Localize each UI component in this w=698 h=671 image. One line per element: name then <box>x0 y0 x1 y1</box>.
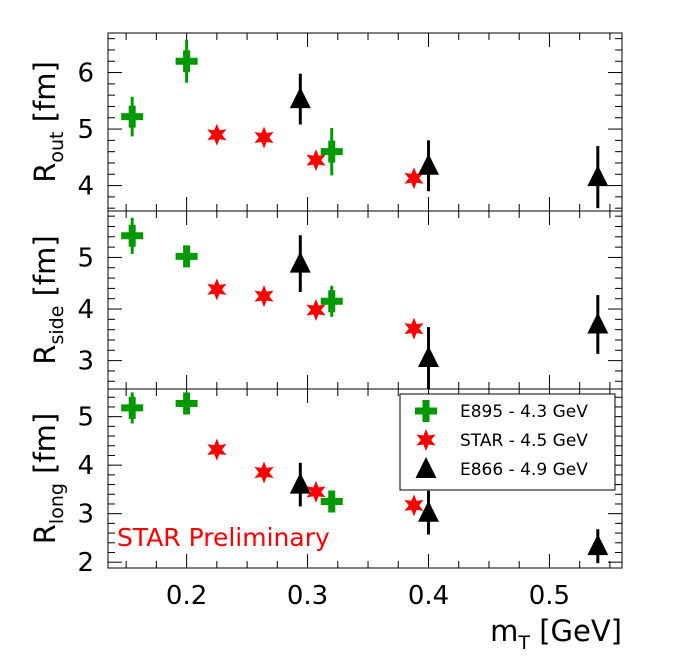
data-point-star <box>404 317 424 340</box>
legend-label: E895 - 4.3 GeV <box>460 402 588 422</box>
data-point-star <box>404 167 424 190</box>
x-axis: 0.2 0.3 0.4 0.5mT [GeV] <box>166 581 622 654</box>
data-point-cross <box>320 140 343 163</box>
x-tick-label: 0.4 <box>408 581 449 611</box>
y-tick-label: 3 <box>77 347 94 377</box>
data-point-triangle <box>587 312 609 334</box>
panel-side: 3 4 5 Rside [fm] <box>28 210 623 390</box>
panel-long: 2 3 4 5 Rlong [fm] <box>28 388 623 578</box>
x-axis-label: mT [GeV] <box>490 614 622 654</box>
data-point-triangle <box>289 251 311 273</box>
x-tick-label: 0.2 <box>166 581 207 611</box>
y-tick-label: 4 <box>77 172 94 202</box>
legend-marker-triangle <box>415 457 437 478</box>
panels-group: 4 5 6 Rout [fm] 3 4 5 Rside [fm] 2 3 4 5 Rlong [fm] <box>28 32 623 578</box>
panel-frame <box>107 210 623 390</box>
legend: E895 - 4.3 GeV STAR - 4.5 GeV E866 - 4.9 G… <box>399 393 616 491</box>
data-point-triangle <box>587 534 609 556</box>
data-point-star <box>306 299 326 322</box>
y-tick-label: 6 <box>77 59 94 89</box>
data-point-star <box>306 149 326 172</box>
y-tick-label: 2 <box>77 548 94 578</box>
data-point-triangle <box>587 165 609 187</box>
annotation-group: STAR Preliminary <box>117 523 330 552</box>
data-point-triangle <box>289 472 311 494</box>
y-tick-label: 5 <box>77 115 94 145</box>
data-point-cross <box>175 392 198 415</box>
data-point-star <box>207 123 227 146</box>
x-tick-label: 0.5 <box>529 581 570 611</box>
y-axis-label-long: Rlong [fm] <box>28 413 68 544</box>
data-point-star <box>207 438 227 461</box>
data-point-star <box>306 480 326 503</box>
panel-frame <box>107 388 623 569</box>
data-point-star <box>254 461 274 484</box>
y-tick-label: 5 <box>77 243 94 273</box>
y-tick-label: 5 <box>77 403 94 433</box>
data-point-triangle <box>417 153 439 175</box>
legend-marker-cross <box>415 400 437 422</box>
x-tick-label: 0.3 <box>287 581 328 611</box>
data-point-star <box>254 126 274 149</box>
legend-label: STAR - 4.5 GeV <box>460 431 588 451</box>
legend-label: E866 - 4.9 GeV <box>460 460 588 480</box>
data-point-cross <box>121 105 144 128</box>
data-point-cross <box>175 245 198 268</box>
data-point-star <box>254 285 274 308</box>
y-axis-label-side: Rside [fm] <box>28 235 68 364</box>
data-point-star <box>207 278 227 301</box>
data-point-cross <box>121 396 144 419</box>
data-point-cross <box>320 290 343 313</box>
data-point-triangle <box>289 87 311 109</box>
legend-marker-star <box>416 429 436 451</box>
panel-out: 4 5 6 Rout [fm] <box>28 32 623 212</box>
y-tick-label: 4 <box>77 295 94 325</box>
y-tick-label: 4 <box>77 451 94 481</box>
y-axis-label-out: Rout [fm] <box>28 61 68 183</box>
data-point-star <box>404 494 424 517</box>
data-point-cross <box>320 490 343 513</box>
data-point-cross <box>121 224 144 247</box>
star-preliminary-annotation: STAR Preliminary <box>117 523 330 552</box>
data-point-cross <box>175 50 198 73</box>
y-tick-label: 3 <box>77 500 94 530</box>
data-point-triangle <box>417 500 439 522</box>
data-point-triangle <box>417 346 439 368</box>
